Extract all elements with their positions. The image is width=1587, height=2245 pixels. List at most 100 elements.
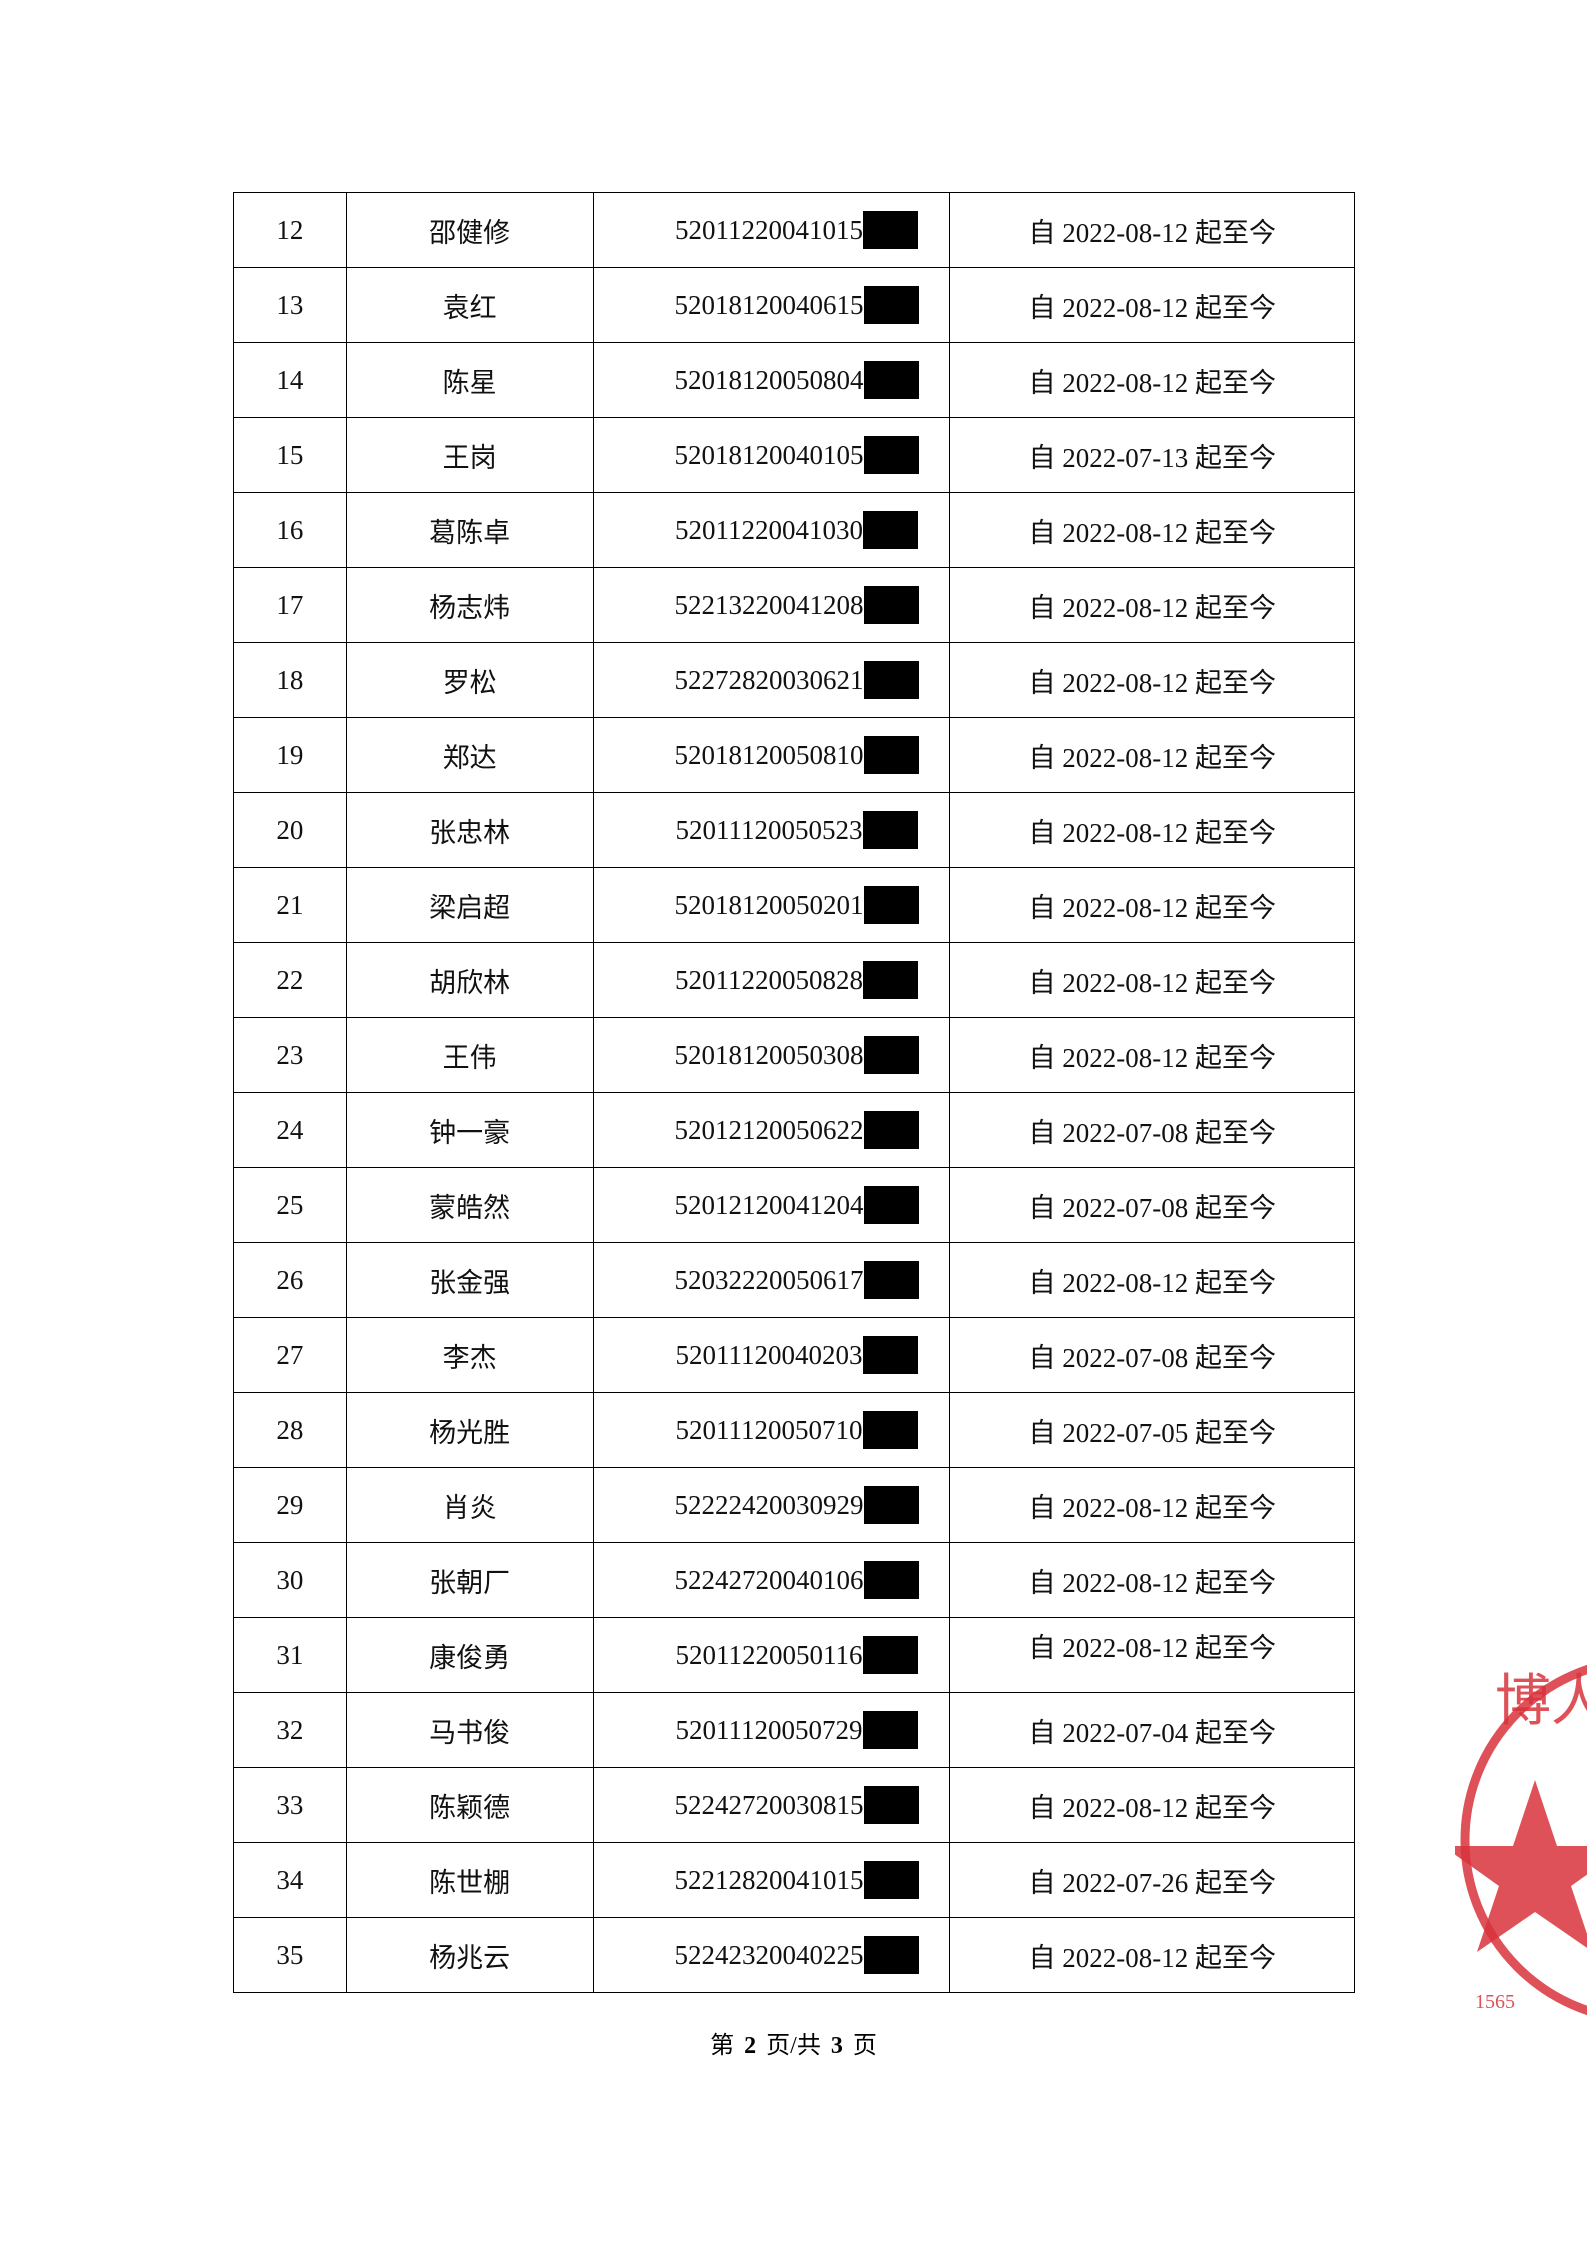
id-number: 52018120050804	[674, 364, 864, 395]
person-name: 邵健修	[429, 217, 511, 248]
row-number: 32	[276, 1714, 304, 1745]
redaction-box	[863, 1861, 919, 1899]
row-number: 23	[276, 1039, 304, 1070]
table-cell: 自 2022-08-12 起至今	[949, 267, 1355, 343]
table-cell: 陈世棚	[345, 1842, 594, 1918]
row-number: 28	[276, 1414, 304, 1445]
row-number: 21	[276, 889, 304, 920]
table-cell: 52242720030815	[592, 1767, 951, 1843]
table-cell: 陈星	[345, 342, 594, 418]
id-number: 52222420030929	[674, 1489, 864, 1520]
table-cell: 17	[233, 567, 347, 643]
footer-middle: 页/共	[766, 2033, 821, 2059]
date-range: 自 2022-08-12 起至今	[1028, 1942, 1276, 1973]
person-name: 钟一豪	[429, 1117, 511, 1148]
id-wrap: 52011120050710	[676, 1411, 918, 1449]
id-wrap: 52018120050804	[675, 361, 919, 399]
date-range: 自 2022-08-12 起至今	[1028, 892, 1276, 923]
id-wrap: 52213220041208	[675, 586, 919, 624]
date-range: 自 2022-07-13 起至今	[1028, 442, 1276, 473]
table-cell: 自 2022-07-04 起至今	[949, 1692, 1355, 1768]
date-range: 自 2022-08-12 起至今	[1028, 967, 1276, 998]
redaction-box	[863, 736, 919, 774]
footer-suffix: 页	[852, 2033, 877, 2059]
redaction-box	[863, 1261, 919, 1299]
person-name: 袁红	[442, 292, 497, 323]
date-range: 自 2022-08-12 起至今	[1028, 667, 1276, 698]
table-cell: 52032220050617	[592, 1242, 951, 1318]
date-range: 自 2022-08-12 起至今	[1028, 217, 1276, 248]
table-cell: 郑达	[345, 717, 594, 793]
table-row: 27 李杰 52011120040203 自 2022-07-08 起至今	[233, 1317, 1355, 1393]
table-cell: 25	[233, 1167, 347, 1243]
table-cell: 自 2022-08-12 起至今	[949, 1242, 1355, 1318]
person-name: 杨志炜	[429, 592, 511, 623]
table-cell: 52011220041015	[592, 192, 951, 268]
id-number: 52011120050523	[675, 814, 863, 845]
id-number: 52018120040105	[674, 439, 864, 470]
table-cell: 16	[233, 492, 347, 568]
date-range: 自 2022-08-12 起至今	[1028, 1042, 1276, 1073]
person-name: 葛陈卓	[429, 517, 511, 548]
row-number: 16	[276, 514, 304, 545]
table-cell: 自 2022-08-12 起至今	[949, 942, 1355, 1018]
id-number: 52011120050729	[675, 1714, 863, 1745]
person-name: 张金强	[429, 1267, 511, 1298]
id-wrap: 52242720030815	[675, 1786, 919, 1824]
row-number: 33	[276, 1789, 304, 1820]
redaction-box	[863, 1786, 919, 1824]
person-name: 王岗	[442, 442, 497, 473]
person-name: 梁启超	[429, 892, 511, 923]
table-row: 15 王岗 52018120040105 自 2022-07-13 起至今	[233, 417, 1355, 493]
table-cell: 27	[233, 1317, 347, 1393]
table-cell: 自 2022-08-12 起至今	[949, 1467, 1355, 1543]
row-number: 22	[276, 964, 304, 995]
person-name: 杨光胜	[429, 1417, 511, 1448]
row-number: 26	[276, 1264, 304, 1295]
redaction-box	[862, 1636, 918, 1674]
table-cell: 王伟	[345, 1017, 594, 1093]
person-name: 张忠林	[429, 817, 511, 848]
stamp-star	[1455, 1780, 1587, 1952]
person-name: 杨兆云	[429, 1942, 511, 1973]
row-number: 20	[276, 814, 304, 845]
row-number: 17	[276, 589, 304, 620]
table-cell: 蒙皓然	[345, 1167, 594, 1243]
redaction-box	[863, 1111, 919, 1149]
person-name: 郑达	[442, 742, 497, 773]
redaction-box	[863, 1486, 919, 1524]
redaction-box	[863, 436, 919, 474]
table-cell: 杨志炜	[345, 567, 594, 643]
table-row: 13 袁红 52018120040615 自 2022-08-12 起至今	[233, 267, 1355, 343]
table-cell: 52011220050828	[592, 942, 951, 1018]
redaction-box	[863, 286, 919, 324]
row-number: 24	[276, 1114, 304, 1145]
row-number: 19	[276, 739, 304, 770]
table-row: 33 陈颖德 52242720030815 自 2022-08-12 起至今	[233, 1767, 1355, 1843]
table-cell: 30	[233, 1542, 347, 1618]
redaction-box	[862, 1336, 918, 1374]
table-cell: 52018120040105	[592, 417, 951, 493]
redaction-box	[863, 1561, 919, 1599]
table-cell: 52222420030929	[592, 1467, 951, 1543]
id-number: 52212820041015	[674, 1864, 864, 1895]
table-cell: 自 2022-08-12 起至今	[949, 1767, 1355, 1843]
table-row: 21 梁启超 52018120050201 自 2022-08-12 起至今	[233, 867, 1355, 943]
table-row: 25 蒙皓然 52012120041204 自 2022-07-08 起至今	[233, 1167, 1355, 1243]
table-cell: 自 2022-08-12 起至今	[949, 792, 1355, 868]
table-cell: 康俊勇	[345, 1617, 594, 1693]
id-wrap: 52011220041030	[675, 511, 919, 549]
table-cell: 自 2022-08-12 起至今	[949, 342, 1355, 418]
redaction-box	[863, 1036, 919, 1074]
id-wrap: 52018120040105	[675, 436, 919, 474]
stamp-number: 1565	[1475, 1991, 1515, 2013]
date-range: 自 2022-08-12 起至今	[1028, 817, 1276, 848]
table-cell: 32	[233, 1692, 347, 1768]
stamp: 博人 1565	[1455, 1664, 1587, 2016]
table-cell: 钟一豪	[345, 1092, 594, 1168]
date-range: 自 2022-07-05 起至今	[1028, 1417, 1276, 1448]
id-wrap: 52012120041204	[675, 1186, 919, 1224]
table-cell: 陈颖德	[345, 1767, 594, 1843]
date-range: 自 2022-08-12 起至今	[1028, 1567, 1276, 1598]
table-cell: 张金强	[345, 1242, 594, 1318]
